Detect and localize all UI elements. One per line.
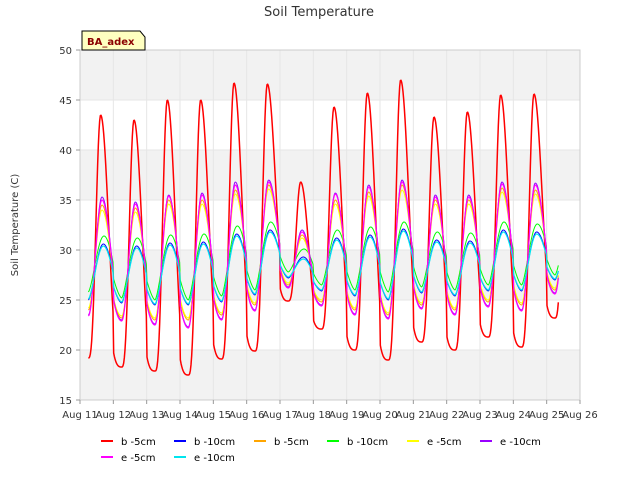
x-tick-label: Aug 23 [462,410,497,421]
x-tick-label: Aug 26 [562,410,597,421]
x-tick-label: Aug 17 [262,410,297,421]
legend-label: e -5cm [427,437,462,448]
legend-label: e -10cm [194,453,235,464]
x-tick-label: Aug 19 [329,410,364,421]
y-tick-label: 40 [59,146,72,157]
station-tag-label: BA_adex [87,37,135,48]
legend-label: b -10cm [347,437,388,448]
station-tag: BA_adex [81,30,146,51]
legend-label: e -5cm [121,453,156,464]
x-tick-label: Aug 16 [229,410,264,421]
plot-area-border [79,49,581,401]
y-tick-label: 50 [59,46,72,57]
legend-label: b -5cm [121,437,156,448]
x-tick-label: Aug 18 [296,410,331,421]
x-tick-label: Aug 20 [362,410,397,421]
x-tick-label: Aug 24 [496,410,531,421]
background-band [80,350,580,400]
y-tick-label: 25 [59,296,72,307]
legend-label: b -10cm [194,437,235,448]
y-tick-label: 45 [59,96,72,107]
y-tick-label: 35 [59,196,72,207]
y-tick-label: 20 [59,346,72,357]
y-axis: 15 20 25 30 35 40 45 50 [59,46,80,407]
x-tick-label: Aug 11 [62,410,97,421]
x-tick-label: Aug 25 [529,410,564,421]
legend: b -5cm b -10cm b -5cm b -10cm e -5cm e -10cm e… [101,437,541,464]
background-band [80,50,580,100]
chart-title: Soil Temperature [264,5,374,20]
x-tick-label: Aug 12 [96,410,131,421]
x-tick-label: Aug 13 [129,410,164,421]
x-tick-label: Aug 21 [396,410,431,421]
data-series [87,79,560,376]
legend-label: e -10cm [500,437,541,448]
y-tick-label: 30 [59,246,72,257]
y-tick-label: 15 [59,396,72,407]
y-axis-label: Soil Temperature (C) [10,174,21,277]
x-tick-label: Aug 22 [429,410,464,421]
legend-label: b -5cm [274,437,309,448]
series-line-0 [88,79,560,376]
station-tag-box [81,30,146,51]
x-tick-label: Aug 15 [196,410,231,421]
x-tick-label: Aug 14 [162,410,197,421]
series-line-7 [87,230,559,305]
